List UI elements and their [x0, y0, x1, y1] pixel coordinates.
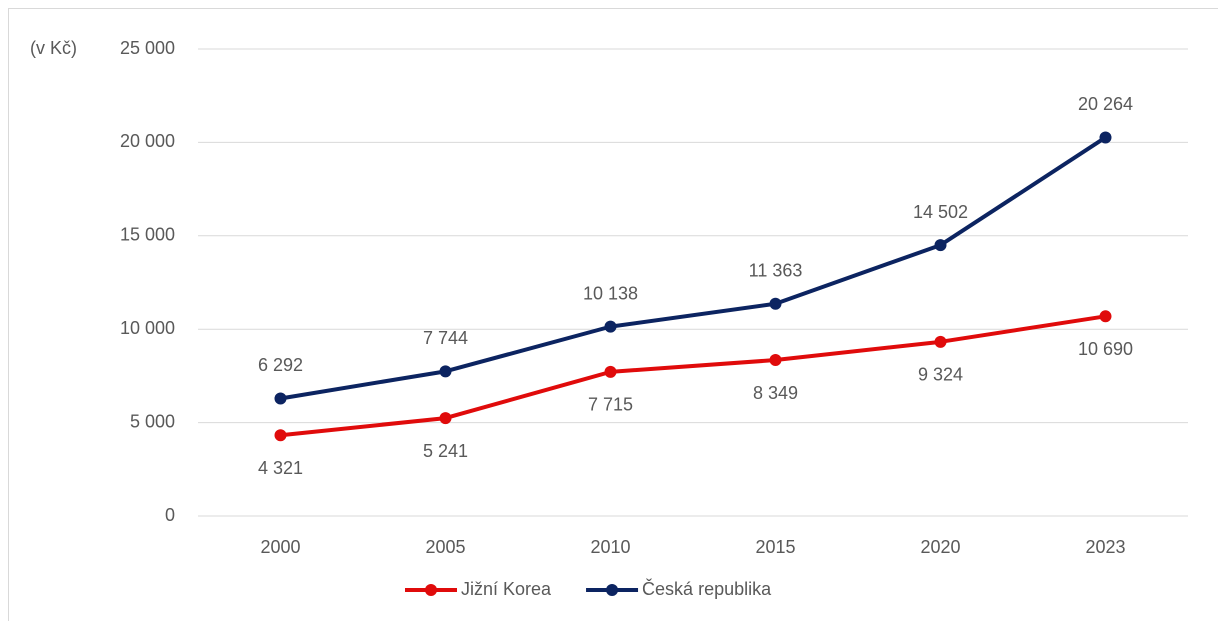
- point: [934, 335, 947, 348]
- data-label: 8 349: [753, 383, 798, 403]
- data-label: 6 292: [258, 355, 303, 375]
- y-tick-label: 25 000: [120, 38, 175, 58]
- data-label: 10 138: [583, 283, 638, 303]
- y-tick-label: 5 000: [130, 411, 175, 431]
- point: [439, 365, 452, 378]
- data-label: 11 363: [749, 260, 803, 280]
- y-tick-label: 15 000: [120, 225, 175, 245]
- legend-label: Jižní Korea: [461, 579, 552, 599]
- x-tick-label: 2020: [920, 537, 960, 557]
- point: [604, 320, 617, 333]
- point: [1099, 310, 1112, 323]
- data-label: 7 744: [423, 328, 468, 348]
- data-label: 7 715: [588, 395, 633, 415]
- legend-marker: [606, 584, 619, 596]
- point: [274, 392, 287, 405]
- chart-frame: [8, 8, 1218, 621]
- x-tick-label: 2000: [260, 537, 300, 557]
- point: [439, 412, 452, 425]
- data-label: 5 241: [423, 441, 468, 461]
- x-tick-label: 2010: [590, 537, 630, 557]
- x-tick-label: 2015: [755, 537, 795, 557]
- y-axis-label: (v Kč): [30, 38, 77, 58]
- point: [604, 365, 617, 378]
- x-tick-label: 2023: [1085, 537, 1125, 557]
- series-line: [280, 135, 1107, 401]
- data-label: 10 690: [1078, 339, 1133, 359]
- point: [1099, 131, 1112, 144]
- point: [934, 239, 947, 252]
- legend-marker: [425, 584, 437, 596]
- data-label: 20 264: [1078, 94, 1133, 114]
- legend-label: Česká republika: [642, 578, 772, 599]
- y-tick-label: 0: [165, 505, 175, 525]
- point: [274, 429, 287, 442]
- y-tick-label: 20 000: [120, 131, 175, 151]
- data-label: 9 324: [918, 365, 963, 385]
- data-label: 4 321: [258, 458, 303, 478]
- y-tick-label: 10 000: [120, 318, 175, 338]
- data-label: 14 502: [913, 202, 968, 222]
- series-line: [280, 314, 1106, 438]
- point: [769, 297, 782, 310]
- x-tick-label: 2005: [425, 537, 465, 557]
- point: [769, 354, 782, 367]
